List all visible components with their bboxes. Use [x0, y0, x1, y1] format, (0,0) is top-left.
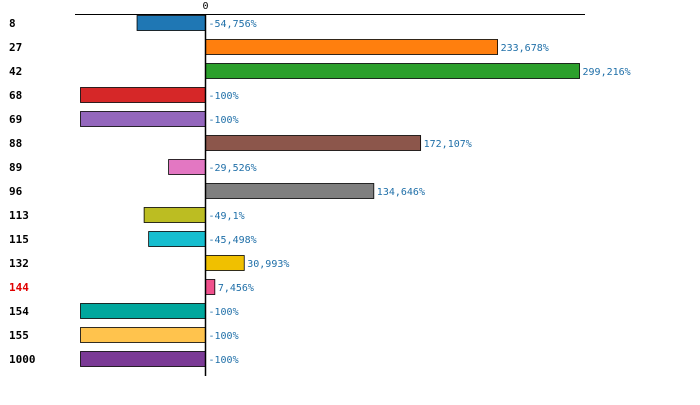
value-label-144: 7,456% — [218, 283, 254, 294]
bar-113 — [143, 207, 206, 223]
category-label-42: 42 — [9, 65, 22, 78]
category-label-88: 88 — [9, 137, 22, 150]
category-label-154: 154 — [9, 305, 29, 318]
bar-69 — [80, 111, 206, 127]
category-label-89: 89 — [9, 161, 22, 174]
category-label-113: 113 — [9, 209, 29, 222]
value-label-69: -100% — [209, 115, 239, 126]
zero-tick-label: 0 — [202, 1, 208, 12]
value-label-132: 30,993% — [247, 259, 289, 270]
value-label-155: -100% — [209, 331, 239, 342]
bar-68 — [80, 87, 206, 103]
bar-155 — [80, 327, 206, 343]
category-label-132: 132 — [9, 257, 29, 270]
value-label-96: 134,646% — [377, 187, 425, 198]
bar-89 — [168, 159, 206, 175]
value-label-89: -29,526% — [209, 163, 257, 174]
value-label-27: 233,678% — [501, 43, 549, 54]
value-labels-group: -54,756% 233,678% 299,216% -100% -100% 172,10… — [209, 19, 631, 366]
category-label-96: 96 — [9, 185, 23, 198]
value-label-88: 172,107% — [424, 139, 472, 150]
category-label-68: 68 — [9, 89, 22, 102]
bar-27 — [205, 39, 498, 55]
value-label-8: -54,756% — [209, 19, 257, 30]
category-label-155: 155 — [9, 329, 29, 342]
bar-115 — [148, 231, 206, 247]
bar-154 — [80, 303, 206, 319]
bars-group — [80, 15, 580, 367]
category-label-144: 144 — [9, 281, 29, 294]
bar-42 — [205, 63, 580, 79]
bar-144 — [205, 279, 216, 295]
category-label-27: 27 — [9, 41, 22, 54]
category-label-1000: 1000 — [9, 353, 36, 366]
value-label-115: -45,498% — [209, 235, 257, 246]
value-label-42: 299,216% — [583, 67, 631, 78]
bar-8 — [136, 15, 206, 31]
bar-88 — [205, 135, 422, 151]
category-label-115: 115 — [9, 233, 29, 246]
value-label-113: -49,1% — [209, 211, 245, 222]
bar-1000 — [80, 351, 206, 367]
value-label-1000: -100% — [209, 355, 239, 366]
value-label-68: -100% — [209, 91, 239, 102]
value-label-154: -100% — [209, 307, 239, 318]
category-labels-group: 8 27 42 68 69 88 89 96 113 115 132 144 154 155 1000 — [9, 17, 36, 366]
category-label-8: 8 — [9, 17, 16, 30]
bar-132 — [205, 255, 245, 271]
bar-96 — [205, 183, 375, 199]
category-label-69: 69 — [9, 113, 22, 126]
